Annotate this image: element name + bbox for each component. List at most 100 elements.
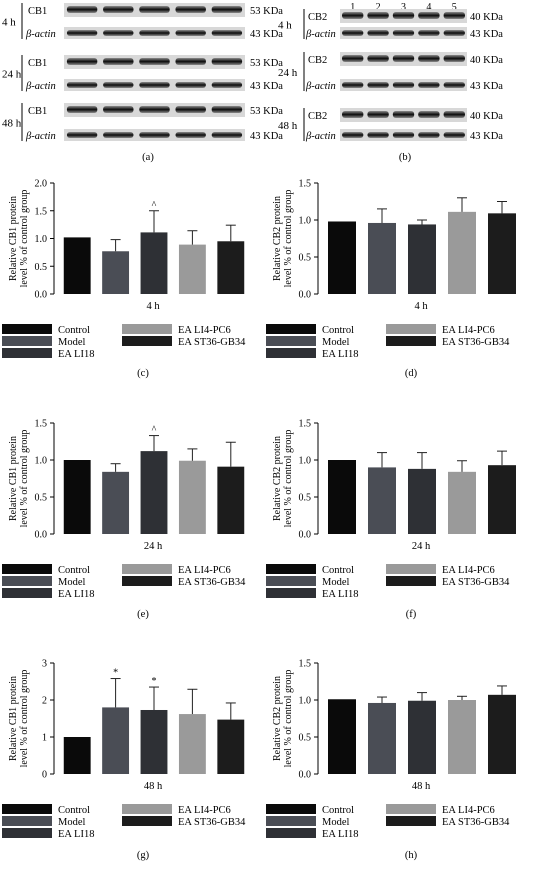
x-axis-label: 4 h [146,301,160,312]
blot-time-label: 48 h [278,120,298,132]
blot-band [443,30,465,36]
blot-protein-size: 53 KDa [250,6,283,17]
y-tick-label: 3 [42,659,47,670]
blot-band [418,82,440,88]
blot-time-label: 24 h [278,67,298,79]
blot-band [139,6,170,13]
y-tick-label: 2 [42,696,47,707]
blot-time-label: 4 h [2,17,16,29]
y-axis-label-line: level % of control group [19,670,30,768]
blot-band [443,132,465,138]
y-axis-label-line: Relative CB1 protein [8,436,19,521]
blot-band [418,55,440,62]
blot-protein-size: 53 KDa [250,106,283,117]
lane-number: 1 [350,2,355,13]
panel-letter: (c) [137,368,149,379]
blot-band [418,111,440,118]
bar [448,211,476,294]
y-axis-label: Relative CB2 proteinlevel % of control g… [272,190,294,288]
legend-swatch [2,816,52,826]
legend-label: Model [58,817,85,828]
y-tick-label: 1 [42,733,47,744]
legend-swatch [2,564,52,574]
blot-band [103,30,134,36]
bar-chart-5: 0 1 2 3 Relative CB1 proteinlevel % of contr… [2,659,246,861]
blot-band [211,30,243,36]
blot-band [342,30,364,36]
panel-letter: (g) [137,850,150,861]
legend-swatch [266,336,316,346]
blot-protein-label: CB2 [308,111,327,122]
blot-protein-label: CB1 [28,58,47,69]
y-axis-label-line: Relative CB2 protein [272,196,283,281]
y-axis-label-line: Relative CB1 protein [8,196,19,281]
blot-band [66,58,98,65]
y-tick-label: 1.5 [35,206,48,217]
bar-chart-3: 0.0 0.5 1.0 1.5 Relative CB1 proteinlevel % … [2,419,246,620]
blot-band [66,132,98,138]
y-axis-label: Relative CB1 proteinlevel % of control g… [8,670,30,768]
bar [368,467,396,534]
blot-actin-label: β-actin [25,29,56,40]
legend-label: EA ST36-GB34 [442,577,510,588]
legend-label: Model [58,577,85,588]
y-axis-label-line: level % of control group [283,670,294,768]
legend-label: Control [58,565,90,576]
y-tick-label: 1.0 [299,696,312,707]
legend-swatch [122,324,172,334]
bar [102,471,130,534]
x-axis-label: 4 h [414,301,428,312]
blot-protein-size: 53 KDa [250,58,283,69]
x-axis-label: 24 h [144,541,163,552]
bar [328,221,356,294]
bar [408,224,436,294]
blot-band [392,82,415,88]
legend-swatch [386,804,436,814]
blot-band [392,12,415,19]
legend-swatch [386,336,436,346]
y-axis-label: Relative CB1 proteinlevel % of control g… [8,190,30,288]
blot-time-label: 24 h [2,69,22,81]
y-tick-label: 0.0 [299,290,312,301]
blot-band [175,106,206,113]
legend-label: EA LI4-PC6 [442,565,495,576]
legend-swatch [122,336,172,346]
bar [140,709,168,774]
legend-swatch [266,576,316,586]
lane-number: 4 [426,2,431,13]
blot-band [342,55,364,62]
y-axis-label-line: Relative CB2 protein [272,436,283,521]
legend-label: EA LI18 [322,589,358,600]
legend-label: Control [322,325,354,336]
y-tick-label: 2.0 [35,179,48,190]
blot-band [103,6,134,13]
legend-swatch [2,588,52,598]
y-tick-label: 0.0 [299,530,312,541]
bar [217,719,245,774]
panel-letter: (f) [406,609,417,620]
bar-chart-4: 0.0 0.5 1.0 1.5 Relative CB2 proteinlevel % … [266,419,516,620]
bar [63,460,91,534]
blot-band [367,132,389,138]
blot-actin-size: 43 KDa [470,131,503,142]
blot-band [443,12,465,19]
legend-label: EA LI18 [58,829,94,840]
y-axis-label-line: level % of control group [19,430,30,528]
legend-swatch [122,816,172,826]
legend-swatch [266,804,316,814]
blot-band [175,30,206,36]
y-tick-label: 1.0 [35,234,48,245]
y-tick-label: 0.5 [299,493,312,504]
blot-band [66,30,98,36]
blot-protein-size: 40 KDa [470,12,503,23]
legend-swatch [386,564,436,574]
panel-letter: (e) [137,609,149,620]
blot-protein-label: CB2 [308,12,327,23]
blot-band [175,6,206,13]
legend-label: Control [58,325,90,336]
legend-swatch [386,324,436,334]
y-tick-label: 1.5 [299,419,312,430]
bar [328,460,356,534]
